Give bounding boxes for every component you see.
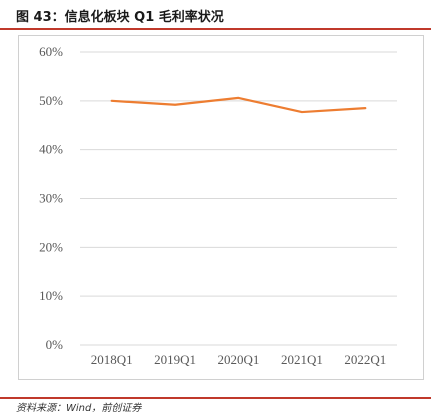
- y-axis-ticks: 0% 10% 20% 30% 40% 50% 60%: [39, 44, 63, 352]
- x-tick-label: 2019Q1: [154, 352, 196, 367]
- source-note: 资料来源：Wind，前创证券: [16, 403, 142, 414]
- grid-layer: [80, 51, 397, 346]
- bottom-rule: [0, 397, 431, 399]
- y-tick-label: 60%: [39, 44, 63, 59]
- x-axis-ticks: 2018Q1 2019Q1 2020Q1 2021Q1 2022Q1: [91, 352, 386, 367]
- y-tick-label: 50%: [39, 93, 63, 108]
- y-tick-label: 40%: [39, 142, 63, 157]
- x-tick-label: 2021Q1: [281, 352, 323, 367]
- top-rule: [0, 28, 431, 30]
- y-tick-label: 0%: [46, 337, 64, 352]
- series-line: [110, 96, 367, 114]
- y-tick-label: 20%: [39, 239, 63, 254]
- x-tick-label: 2018Q1: [91, 352, 133, 367]
- chart-frame: [18, 35, 424, 380]
- y-tick-label: 10%: [39, 288, 63, 303]
- figure-title: 图 43：信息化板块 Q1 毛利率状况: [16, 10, 224, 25]
- x-tick-label: 2022Q1: [344, 352, 386, 367]
- series-layer: [110, 96, 367, 114]
- y-tick-label: 30%: [39, 191, 63, 206]
- x-tick-label: 2020Q1: [218, 352, 260, 367]
